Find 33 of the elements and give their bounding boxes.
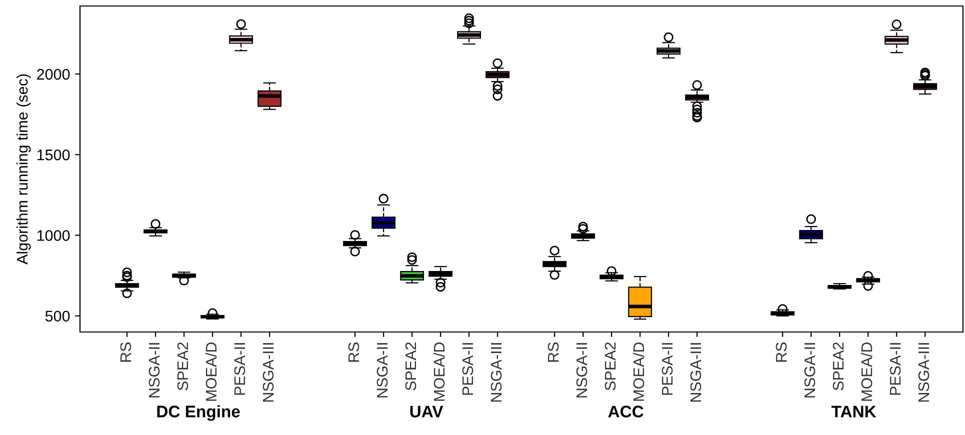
x-tick-label: NSGA-III (690, 343, 702, 402)
text: DC Engine (157, 405, 240, 421)
y-tick-label: 1500 (37, 150, 70, 160)
x-tick-label: NSGA-III (490, 343, 502, 402)
x-tick-label: PESA-II (890, 343, 901, 395)
y-tick-label: 2000 (37, 68, 70, 80)
x-tick-label: RS (348, 342, 360, 362)
x-tick-label: MOEA/D (860, 342, 872, 401)
x-tick-label: SPEA2 (832, 342, 844, 390)
x-tick-label: MOEA/D (632, 342, 644, 401)
text: TANK (831, 406, 876, 418)
x-tick-label: RS (776, 342, 787, 362)
x-tick-label: SPEA2 (177, 342, 188, 390)
x-tick-label: NSGA-II (804, 343, 816, 398)
x-tick-label: SPEA2 (604, 342, 616, 390)
x-tick-label: SPEA2 (405, 342, 416, 390)
y-axis-title: Algorithm running time (sec) (16, 74, 31, 264)
x-tick-label: RS (120, 342, 132, 362)
x-tick-label: NSGA-III (918, 343, 930, 402)
x-tick-label: NSGA-III (262, 343, 274, 402)
x-tick-label: RS (548, 342, 559, 362)
x-tick-label: PESA-II (234, 343, 246, 395)
x-tick-label: PESA-II (662, 343, 673, 395)
x-tick-label: NSGA-II (376, 343, 388, 398)
x-tick-label: NSGA-II (576, 343, 588, 398)
x-tick-label: NSGA-II (148, 343, 160, 398)
x-tick-label: MOEA/D (205, 342, 217, 401)
x-tick-label: PESA-II (462, 343, 474, 395)
text: ACC (608, 406, 644, 418)
y-tick-label: 1000 (37, 230, 70, 241)
text: UAV (410, 406, 444, 418)
x-tick-label: MOEA/D (433, 342, 445, 401)
y-tick-label: 500 (45, 310, 70, 322)
